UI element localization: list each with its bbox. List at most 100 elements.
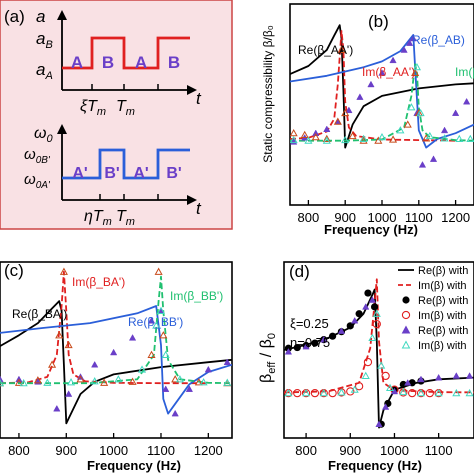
panel-b-series-4-point bbox=[323, 125, 331, 133]
panel-c-series-4-point bbox=[171, 409, 179, 417]
panel-c-series-6-point bbox=[66, 378, 76, 386]
panel-b-series-6-point bbox=[425, 131, 434, 140]
panel-c-series-4-point bbox=[65, 390, 73, 397]
panel-b-series-6-point bbox=[341, 135, 350, 144]
panel-c-series-4-point bbox=[162, 385, 170, 392]
bottom-seg-3: A' bbox=[133, 165, 148, 182]
panel-b-series-5-point bbox=[341, 108, 350, 117]
legend-triangle-symbol bbox=[401, 325, 411, 334]
panel-b-series-5-point bbox=[422, 134, 431, 142]
panel-c-series-6-point bbox=[137, 365, 147, 373]
legend-entry-label: Re(β) with bbox=[418, 265, 468, 277]
panel-d-series-4-point bbox=[465, 372, 474, 379]
panel-d-series-5-point bbox=[377, 361, 386, 369]
panel-c-series-5-point bbox=[194, 378, 203, 386]
panel-d-series-3-point bbox=[372, 319, 381, 329]
panel-d-series-4-point bbox=[320, 335, 328, 343]
panel-c-series-5-point bbox=[64, 340, 73, 349]
panel-d-series-3-point bbox=[425, 388, 434, 398]
panel-b-series-4-point bbox=[356, 93, 364, 100]
panel-c-xlabel: Frequency (Hz) bbox=[87, 458, 181, 473]
panel-c-series-4-point bbox=[223, 358, 231, 366]
panel-d-series-5-point bbox=[319, 388, 328, 397]
panel-d-series-2-point bbox=[370, 303, 379, 311]
panel-b-series-5-point bbox=[374, 136, 383, 144]
panel-c-xtick-label: 1200 bbox=[194, 443, 223, 458]
panel-d-series-2-point bbox=[329, 332, 337, 340]
panel-d-xtick-label: 1100 bbox=[425, 443, 453, 458]
legend-triangle-symbol bbox=[401, 340, 411, 349]
panel-c-series-6-point bbox=[156, 306, 166, 314]
panel-d-series-5-point bbox=[350, 385, 359, 393]
top-square-wave bbox=[62, 36, 190, 70]
panel-d-xlabel: Frequency (Hz) bbox=[328, 458, 422, 473]
panel-d-series-4-point bbox=[351, 316, 359, 324]
panel-c-series-4-point bbox=[53, 404, 61, 412]
panel-d-series-4-point bbox=[284, 348, 293, 355]
panel-d-ylabel: βeff / β0 bbox=[258, 333, 278, 383]
panel-b-series-6-point bbox=[359, 134, 368, 143]
panel-b-annotations: (b) Static compressibility β/β₀ Frequenc… bbox=[261, 12, 474, 237]
panel-b-annot-im-ab: Im(β bbox=[455, 65, 474, 79]
panel-c-series-6-point bbox=[19, 379, 28, 387]
panel-d-series-5-point bbox=[416, 388, 426, 397]
panel-b-series-4-point bbox=[409, 34, 417, 42]
panel-c-series-6-point bbox=[0, 379, 5, 387]
panel-d-series-5-point bbox=[399, 387, 408, 396]
panel-d-xtick-label: 800 bbox=[295, 443, 317, 458]
panel-d-series-5-point bbox=[434, 388, 443, 397]
panel-d-series-5-point bbox=[385, 383, 395, 392]
panel-b-series-5-point bbox=[359, 136, 368, 144]
panel-c-xtick-label: 1000 bbox=[99, 443, 128, 458]
panel-c-series-5-point bbox=[171, 375, 180, 383]
panel-b-series-6-point bbox=[290, 135, 298, 144]
panel-b-series-5-point bbox=[337, 45, 346, 54]
panel-d-series-4-point bbox=[404, 379, 412, 386]
panel-d-series-5-point bbox=[337, 388, 346, 396]
panel-c-annot-im-bb: Im(β_BB') bbox=[170, 289, 223, 303]
panel-b-xtick-label: 1200 bbox=[441, 210, 470, 225]
panel-c-series-5-point bbox=[100, 378, 109, 386]
panel-b-series-5-point bbox=[388, 135, 398, 143]
panel-d-series-3-point bbox=[381, 371, 390, 381]
panel-b-series-5-point bbox=[348, 131, 357, 140]
panel-c-series-6-point bbox=[175, 375, 184, 383]
panel-c-series-5-point bbox=[48, 360, 57, 368]
panel-b-annot-re-aa: Re(β_AA') bbox=[298, 43, 353, 57]
panel-d-series-5-point bbox=[372, 309, 381, 317]
panel-b-series-4-point bbox=[345, 106, 353, 114]
panel-c-frame bbox=[0, 261, 233, 439]
panel-b-series-4-point bbox=[367, 80, 375, 88]
panel-c-series-5-point bbox=[76, 375, 85, 383]
bottom-square-wave bbox=[62, 148, 190, 180]
panel-b-xlabel: Frequency (Hz) bbox=[324, 222, 418, 237]
top-seg-1: A bbox=[71, 53, 83, 72]
panel-b-xtick-label: 800 bbox=[298, 210, 320, 225]
panel-b-series-6-point bbox=[407, 103, 416, 111]
panel-b-xtick-label: 900 bbox=[334, 210, 356, 225]
panel-b-series-6-point bbox=[466, 134, 474, 143]
top-y-arrow bbox=[57, 10, 67, 20]
panel-b-series-4-point bbox=[378, 69, 386, 76]
panel-d-label: (d) bbox=[289, 262, 310, 281]
panel-b-series-4-point bbox=[312, 129, 320, 137]
panel-d-annot-xi: ξ=0.25 bbox=[290, 316, 329, 331]
panel-d-chart: 800 900 1000 1100 bbox=[283, 261, 474, 458]
panel-c-annotations: (c) Frequency (Hz) Re(β_BA') Im(β_BA') R… bbox=[4, 261, 223, 473]
top-seg-2: B bbox=[102, 53, 114, 72]
panel-c-series-4-point bbox=[91, 360, 99, 368]
panel-c-series-6-point bbox=[223, 378, 232, 386]
panel-c-series-4-point bbox=[128, 334, 137, 341]
panel-b-series-5-point bbox=[403, 120, 412, 128]
panel-c-xtick-label: 800 bbox=[8, 443, 30, 458]
panel-b-annot-re-ab: Re(β_AB) bbox=[412, 33, 465, 47]
panel-b-series-5-point bbox=[322, 134, 331, 143]
panel-d-series-2-point bbox=[399, 380, 407, 389]
panel-c-series-2-line bbox=[0, 305, 232, 415]
panel-d-series-5-point bbox=[284, 388, 293, 397]
panel-c-series-5-point bbox=[159, 331, 168, 339]
panel-c-series-4-point bbox=[204, 365, 212, 373]
bottom-x-arrow bbox=[187, 195, 197, 205]
panel-d-series-4-point bbox=[417, 375, 425, 383]
panel-d-annot-eta: η=0.75 bbox=[290, 335, 330, 350]
